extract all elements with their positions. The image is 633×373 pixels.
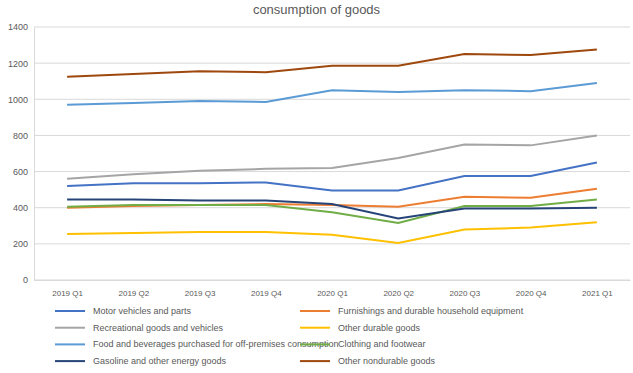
x-tick-label: 2020 Q2 bbox=[383, 289, 414, 298]
legend-swatch bbox=[55, 310, 85, 312]
legend-label: Other nondurable goods bbox=[338, 356, 436, 366]
title: consumption of goods bbox=[253, 2, 381, 17]
grid-line bbox=[34, 171, 630, 172]
series-line bbox=[67, 200, 597, 223]
x-tick-label: 2019 Q2 bbox=[118, 289, 149, 298]
grid-line bbox=[34, 63, 630, 64]
y-tick: 1200 bbox=[8, 59, 34, 69]
x-tick: 2019 Q4 bbox=[251, 280, 282, 298]
x-tick: 2019 Q3 bbox=[185, 280, 216, 298]
x-tick: 2021 Q1 bbox=[582, 280, 613, 298]
legend-item: Food and beverages purchased for off-pre… bbox=[55, 339, 338, 349]
series-line bbox=[67, 163, 597, 191]
y-axis-line bbox=[34, 28, 35, 281]
x-tick-label: 2019 Q4 bbox=[251, 289, 282, 298]
y-tick: 800 bbox=[13, 131, 34, 141]
legend-label: Recreational goods and vehicles bbox=[93, 323, 224, 333]
y-tick: 0 bbox=[23, 275, 34, 285]
y-tick-label: 800 bbox=[13, 131, 28, 141]
x-tick: 2019 Q1 bbox=[52, 280, 83, 298]
legend-swatch bbox=[55, 360, 85, 362]
legend-item: Gasoline and other energy goods bbox=[55, 356, 227, 366]
plot-area bbox=[67, 50, 597, 243]
grid-line bbox=[34, 243, 630, 244]
legend-item: Furnishings and durable household equipm… bbox=[300, 306, 524, 316]
grid-line bbox=[34, 280, 630, 281]
grid bbox=[34, 27, 630, 280]
x-tick-label: 2021 Q1 bbox=[582, 289, 613, 298]
x-tick-label: 2019 Q3 bbox=[185, 289, 216, 298]
legend: Motor vehicles and parts Furnishings and … bbox=[55, 306, 524, 366]
grid-line bbox=[34, 99, 630, 100]
y-tick-label: 600 bbox=[13, 167, 28, 177]
x-tick: 2020 Q1 bbox=[317, 280, 348, 298]
series-line bbox=[67, 135, 597, 178]
series-line bbox=[67, 83, 597, 105]
y-tick: 400 bbox=[13, 203, 34, 213]
legend-swatch bbox=[55, 343, 85, 345]
x-tick-label: 2020 Q1 bbox=[317, 289, 348, 298]
legend-label: Other durable goods bbox=[338, 323, 421, 333]
legend-label: Motor vehicles and parts bbox=[93, 306, 192, 316]
x-tick: 2020 Q2 bbox=[383, 280, 414, 298]
legend-swatch bbox=[300, 360, 330, 362]
y-axis: 0 200 400 600 800 1000 1200 1400 bbox=[8, 22, 35, 285]
legend-swatch bbox=[55, 327, 85, 329]
legend-swatch bbox=[300, 327, 330, 329]
legend-item: Clothing and footwear bbox=[300, 339, 426, 349]
legend-label: Furnishings and durable household equipm… bbox=[338, 306, 524, 316]
y-tick: 600 bbox=[13, 167, 34, 177]
y-tick-label: 1000 bbox=[8, 95, 28, 105]
y-tick-label: 0 bbox=[23, 275, 28, 285]
legend-item: Motor vehicles and parts bbox=[55, 306, 192, 316]
legend-item: Recreational goods and vehicles bbox=[55, 323, 224, 333]
series-line bbox=[67, 222, 597, 243]
x-axis: 2019 Q1 2019 Q2 2019 Q3 2019 Q4 2020 Q1 2020 … bbox=[35, 280, 631, 298]
x-tick-label: 2019 Q1 bbox=[52, 289, 83, 298]
chart: consumption of goods 0 200 400 600 800 1000 120… bbox=[0, 0, 633, 373]
series-line bbox=[67, 200, 597, 219]
x-axis-line bbox=[35, 280, 631, 281]
y-tick-label: 1400 bbox=[8, 22, 28, 32]
legend-label: Clothing and footwear bbox=[338, 339, 426, 349]
x-tick-label: 2020 Q3 bbox=[450, 289, 481, 298]
x-tick: 2019 Q2 bbox=[118, 280, 149, 298]
y-tick: 200 bbox=[13, 239, 34, 249]
y-tick-label: 1200 bbox=[8, 59, 28, 69]
y-tick-label: 400 bbox=[13, 203, 28, 213]
x-tick: 2020 Q4 bbox=[516, 280, 547, 298]
legend-item: Other nondurable goods bbox=[300, 356, 436, 366]
grid-line bbox=[34, 135, 630, 136]
x-tick: 2020 Q3 bbox=[450, 280, 481, 298]
legend-label: Gasoline and other energy goods bbox=[93, 356, 227, 366]
x-tick-label: 2020 Q4 bbox=[516, 289, 547, 298]
legend-label: Food and beverages purchased for off-pre… bbox=[93, 339, 338, 349]
series-line bbox=[67, 50, 597, 77]
y-tick-label: 200 bbox=[13, 239, 28, 249]
y-tick: 1400 bbox=[8, 22, 34, 32]
grid-line bbox=[34, 27, 630, 28]
legend-item: Other durable goods bbox=[300, 323, 421, 333]
legend-swatch bbox=[300, 310, 330, 312]
legend-swatch bbox=[300, 343, 330, 345]
y-tick: 1000 bbox=[8, 95, 34, 105]
